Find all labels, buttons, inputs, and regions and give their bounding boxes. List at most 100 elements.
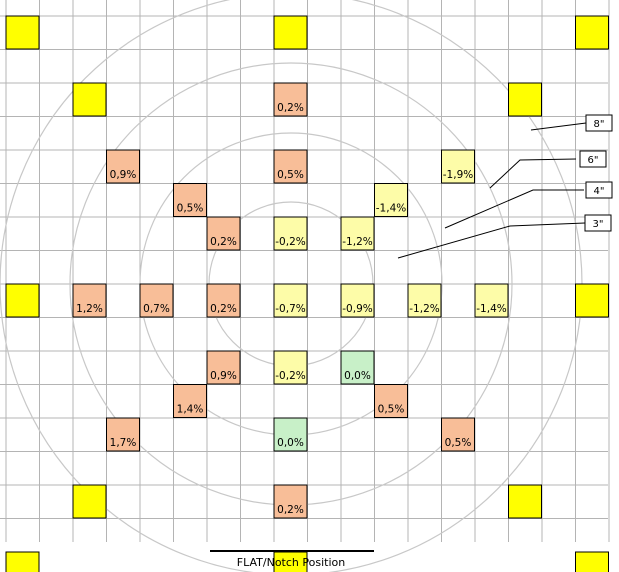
measurement-site-cell [106,417,140,452]
radius-label-box [585,181,613,199]
edge-marker [508,484,542,519]
measurement-site-value: 0,5% [177,203,204,215]
measurement-site-value: 0,0% [277,437,304,449]
measurement-site-cell [273,484,308,519]
measurement-site-cell [340,350,375,385]
measurement-site: 0,5% [441,417,475,452]
edge-marker [72,484,107,519]
measurement-site-cell [206,283,241,318]
measurement-site-value: -0,9% [342,303,372,315]
measurement-site-value: 0,2% [210,303,237,315]
measurement-site: 0,0% [340,350,375,385]
measurement-site: -0,2% [273,350,308,385]
measurement-site-value: -1,9% [443,169,473,181]
radius-label-text: 8" [594,119,605,130]
radius-leader-line [397,222,586,259]
measurement-site: 1,2% [72,283,107,318]
measurement-site: 0,2% [206,216,241,251]
measurement-site-cell [72,283,107,318]
measurement-site: 0,9% [206,350,241,385]
radius-label-text: 3" [593,219,604,230]
measurement-site-cell [340,216,375,251]
measurement-site-cell [173,183,207,217]
edge-marker [5,551,40,572]
radius-labels: 8" 6" 4" 3" [579,114,613,232]
measurement-site-value: 1,2% [76,303,103,315]
measurement-site: 0,2% [273,82,308,117]
measurement-site-value: 0,9% [210,370,237,382]
measurement-site: 0,2% [273,484,308,519]
radius-label-box [579,150,607,168]
measurement-site-cell [273,149,308,184]
measurement-site: 0,0% [273,417,308,452]
measurement-site-cell [273,82,308,117]
radius-leader-line [489,158,577,189]
flat-notch-caption: FLAT/Notch Position [237,556,345,569]
measurement-site-value: 0,7% [143,303,170,315]
radius-leaders [397,122,587,259]
measurement-site-cell [173,384,207,418]
measurement-site: 0,5% [374,384,408,418]
measurement-site-cell [206,350,241,385]
measurement-site-cell [106,149,140,184]
measurement-sites: 0,2% 0,9% 0,5% -1,9% 0,5% -1,4% 0,2% -0,2% -1,2%… [72,82,509,519]
measurement-site-value: 0,9% [110,169,137,181]
measurement-site-value: 1,7% [110,437,137,449]
measurement-site-value: 0,2% [277,504,304,516]
measurement-site-cell [273,350,308,385]
edge-marker [72,82,107,117]
measurement-site-value: 1,4% [177,404,204,416]
measurement-site-cell [273,417,308,452]
measurement-site-value: -1,2% [342,236,372,248]
radius-label: 8" [585,114,613,132]
measurement-site: 0,2% [206,283,241,318]
radius-label: 3" [584,214,612,232]
measurement-site-cell [474,283,509,318]
radius-leader-line [444,189,584,229]
measurement-site-value: -1,4% [376,203,406,215]
radius-label: 6" [579,150,607,168]
measurement-site: -1,9% [441,149,475,184]
measurement-site-value: -0,2% [275,236,305,248]
measurement-site-value: 0,0% [344,370,371,382]
measurement-site-cell [206,216,241,251]
radius-label-box [585,114,613,132]
radius-leader-line [530,122,587,131]
measurement-site: 1,4% [173,384,207,418]
measurement-site-cell [139,283,174,318]
measurement-site: 0,5% [173,183,207,217]
radius-label-text: 6" [588,155,599,166]
measurement-site: -1,2% [407,283,442,318]
measurement-site-value: 0,5% [445,437,472,449]
measurement-site: 0,9% [106,149,140,184]
edge-marker [575,15,609,50]
measurement-site-value: 0,5% [277,169,304,181]
flat-notch-indicator: FLAT/Notch Position [210,550,374,569]
measurement-site-value: -1,2% [409,303,439,315]
measurement-site-value: -1,4% [476,303,506,315]
measurement-site: 0,7% [139,283,174,318]
radius-label-box [584,214,612,232]
measurement-site-value: 0,2% [210,236,237,248]
edge-marker [5,283,40,318]
measurement-site-value: -0,7% [275,303,305,315]
edge-marker [5,15,40,50]
measurement-site-cell [441,417,475,452]
measurement-site-cell [340,283,375,318]
radius-label: 4" [585,181,613,199]
measurement-site-cell [407,283,442,318]
measurement-site: -0,2% [273,216,308,251]
measurement-site: 1,7% [106,417,140,452]
grid [0,0,610,542]
edge-marker [508,82,542,117]
measurement-site: -0,9% [340,283,375,318]
measurement-site-cell [374,384,408,418]
corner-markers [5,15,609,572]
measurement-site-cell [273,216,308,251]
radius-label-text: 4" [594,186,605,197]
measurement-site: -1,4% [374,183,408,217]
edge-marker [575,283,609,318]
measurement-site-value: -0,2% [275,370,305,382]
